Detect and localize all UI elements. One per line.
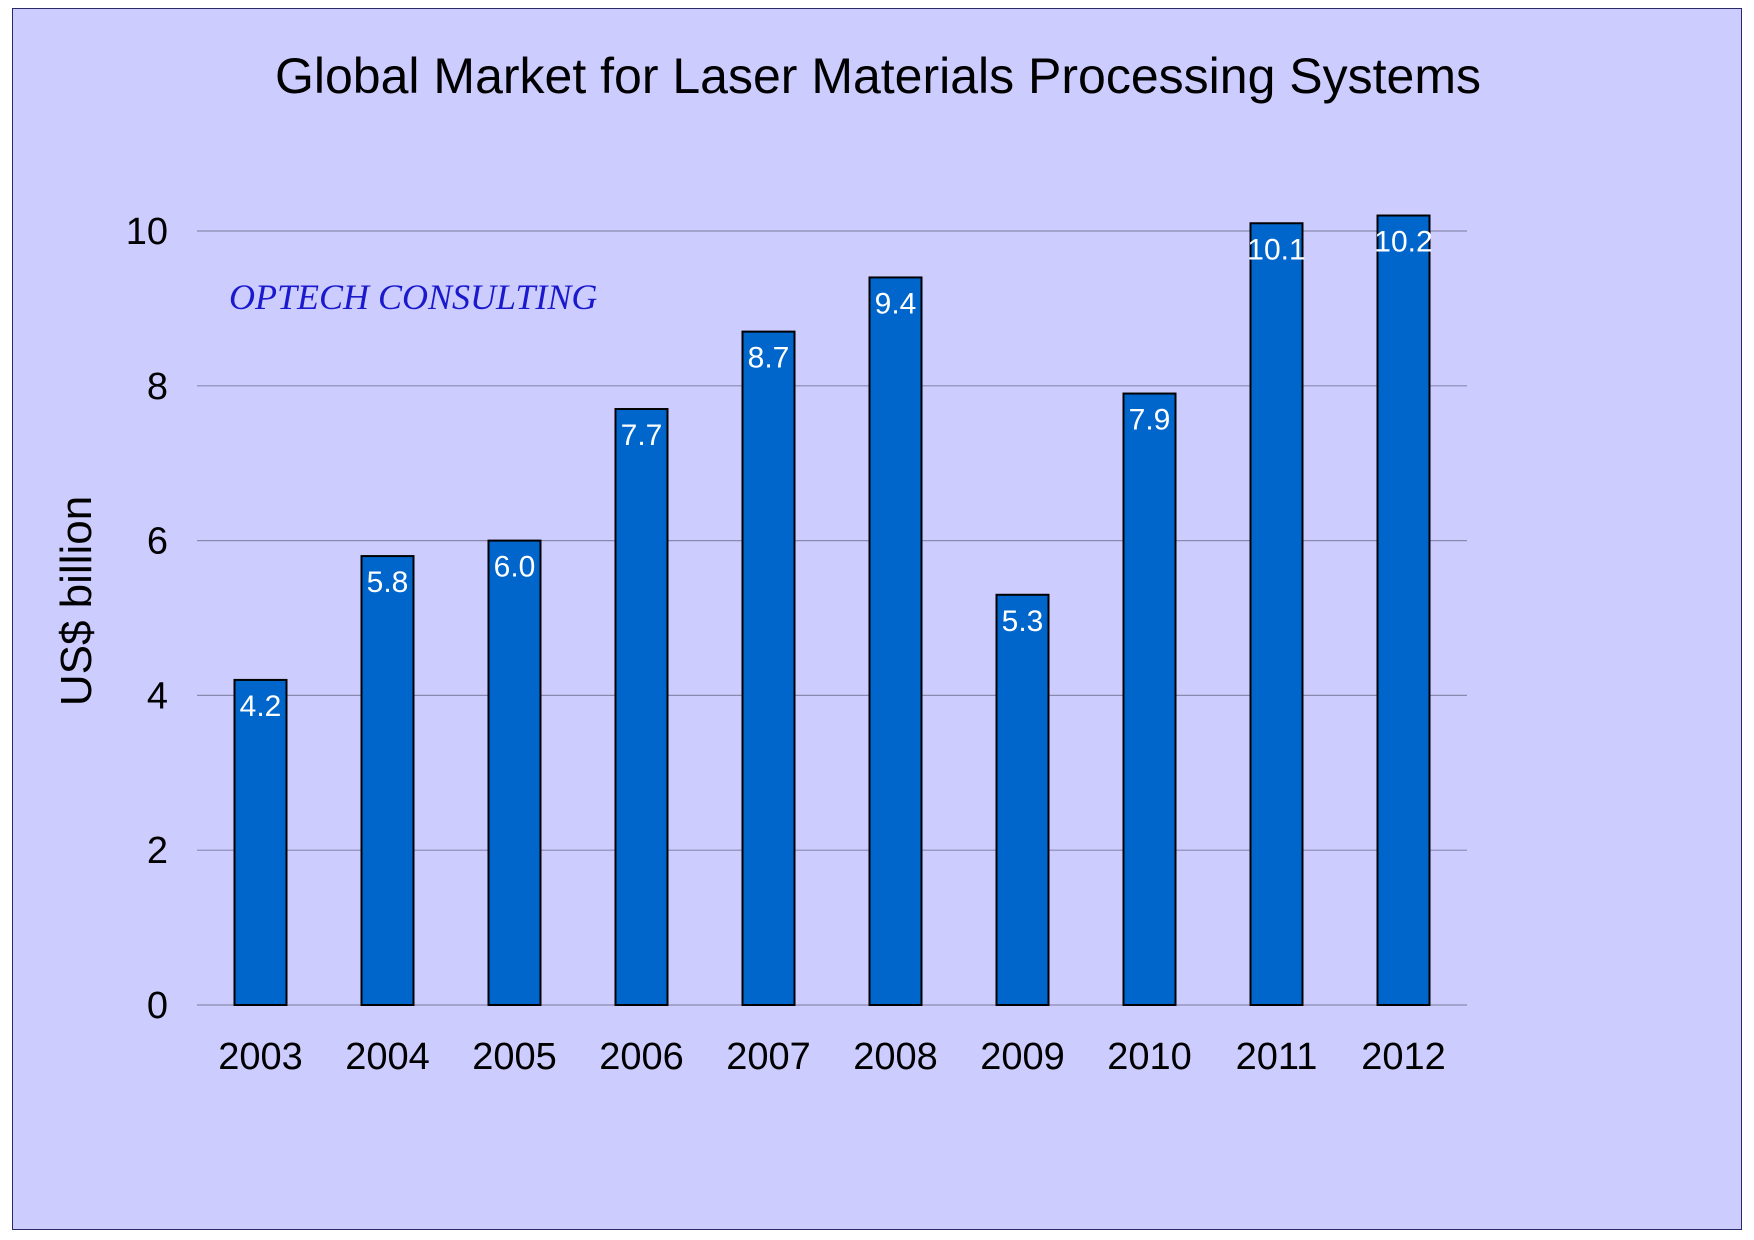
bar-2012 <box>1376 214 1431 1006</box>
x-tick-label-2009: 2009 <box>980 1036 1065 1078</box>
x-tick-label-2011: 2011 <box>1236 1036 1318 1078</box>
x-axis-ticks: 2003 2004 2005 2006 2007 2008 2009 2010 2011 2012 <box>218 1036 1446 1078</box>
data-label-2004: 5.8 <box>367 566 409 599</box>
y-tick-label-6: 6 <box>147 521 168 563</box>
bar-2011 <box>1249 222 1304 1006</box>
bar-2009 <box>995 593 1050 1007</box>
y-tick-label-8: 8 <box>147 366 168 408</box>
bar-2008 <box>868 276 923 1006</box>
data-label-2007: 8.7 <box>748 342 790 375</box>
data-labels: 4.2 5.8 6.0 7.7 8.7 9.4 5.3 7.9 10.1 10.2 <box>240 226 1433 723</box>
x-tick-label-2007: 2007 <box>726 1036 811 1078</box>
bar-2003 <box>233 678 288 1006</box>
bar-chart: Global Market for Laser Materials Proces… <box>52 48 1481 1078</box>
x-tick-label-2003: 2003 <box>218 1036 303 1078</box>
data-label-2005: 6.0 <box>494 551 536 584</box>
data-label-2009: 5.3 <box>1002 605 1044 638</box>
bar-2005 <box>487 539 542 1006</box>
bar-2004 <box>360 555 415 1007</box>
bars <box>233 214 1431 1007</box>
data-label-2003: 4.2 <box>240 690 282 723</box>
y-tick-label-2: 2 <box>147 830 168 872</box>
bar-2007 <box>741 330 796 1006</box>
x-tick-label-2012: 2012 <box>1361 1036 1446 1078</box>
chart-title: Global Market for Laser Materials Proces… <box>275 48 1481 104</box>
x-tick-label-2010: 2010 <box>1107 1036 1192 1078</box>
bar-2006 <box>614 408 669 1006</box>
data-label-2012: 10.2 <box>1374 226 1432 259</box>
x-tick-label-2006: 2006 <box>599 1036 684 1078</box>
y-tick-label-0: 0 <box>147 985 168 1027</box>
y-tick-label-10: 10 <box>126 211 168 253</box>
x-tick-label-2008: 2008 <box>853 1036 938 1078</box>
data-label-2010: 7.9 <box>1129 404 1171 437</box>
y-axis-title: US$ billion <box>52 496 101 706</box>
y-axis-ticks: 0 2 4 6 8 10 <box>126 211 168 1027</box>
data-label-2011: 10.1 <box>1247 233 1305 266</box>
bar-2010 <box>1122 392 1177 1007</box>
y-tick-label-4: 4 <box>147 675 168 717</box>
chart-frame: Global Market for Laser Materials Proces… <box>12 8 1742 1230</box>
x-tick-label-2004: 2004 <box>345 1036 430 1078</box>
x-tick-label-2005: 2005 <box>472 1036 557 1078</box>
optech-consulting-annotation: OPTECH CONSULTING <box>229 277 597 317</box>
data-label-2006: 7.7 <box>621 419 663 452</box>
data-label-2008: 9.4 <box>875 287 917 320</box>
